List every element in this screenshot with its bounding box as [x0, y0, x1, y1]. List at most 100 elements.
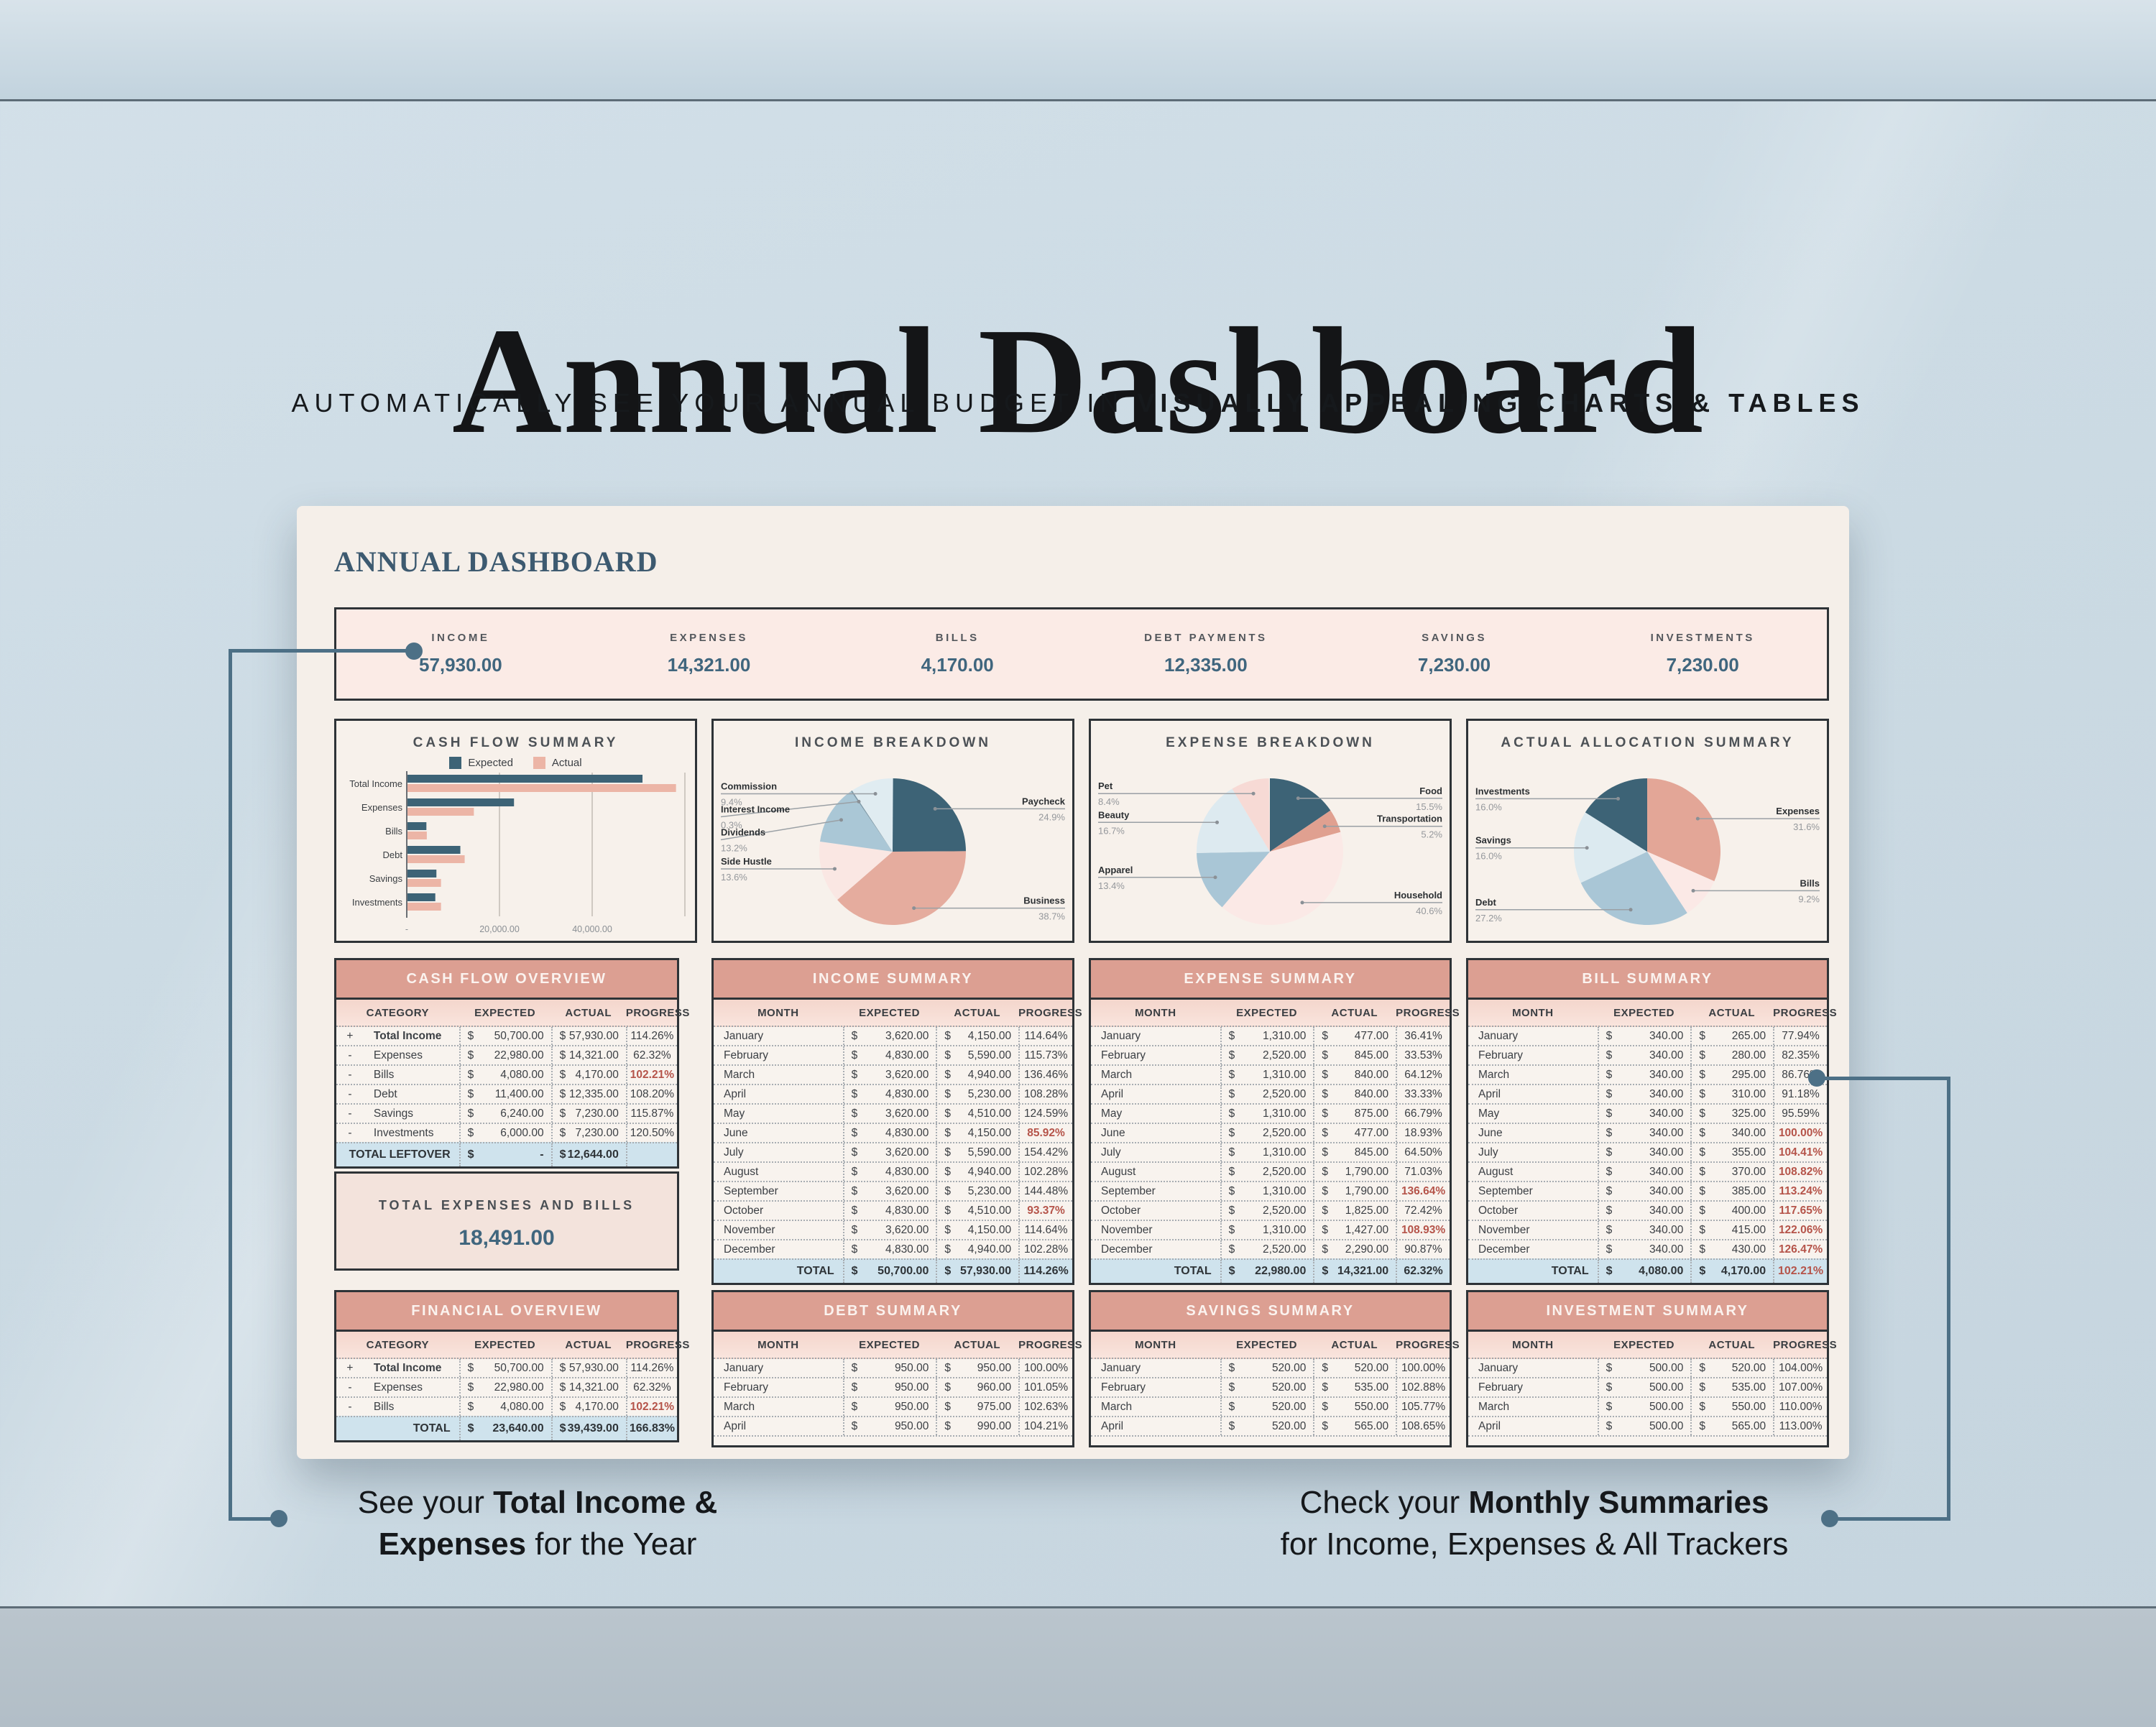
- pie-slice: [893, 778, 966, 852]
- pie-label: Transportation: [1377, 814, 1442, 824]
- table-total-row: TOTAL $22,980.00 $14,321.00 62.32%: [1091, 1258, 1450, 1283]
- table-row: - Expenses $22,980.00 $14,321.00 62.32%: [336, 1377, 677, 1396]
- table-row: September $340.00 $385.00 113.24%: [1468, 1181, 1827, 1200]
- metric-item: SAVINGS 7,230.00: [1330, 632, 1579, 676]
- metric-label: SAVINGS: [1422, 632, 1487, 644]
- income-summary-table: INCOME SUMMARY MONTH EXPECTED ACTUAL PROGRES…: [711, 958, 1082, 1285]
- table-row: September $1,310.00 $1,790.00 136.64%: [1091, 1181, 1450, 1200]
- bar-category-label: Total Income: [349, 778, 402, 789]
- debt-summary-table: DEBT SUMMARY MONTH EXPECTED ACTUAL PROGRESS J…: [711, 1290, 1082, 1447]
- metric-value: 4,170.00: [921, 654, 994, 676]
- table-row: February $500.00 $535.00 107.00%: [1468, 1377, 1827, 1396]
- metric-item: INVESTMENTS 7,230.00: [1578, 632, 1827, 676]
- table-row: April $950.00 $990.00 104.21%: [714, 1416, 1072, 1435]
- subtitle-normal: AUTOMATICALLY SEE YOUR ANNUAL BUDGET IN: [291, 388, 1138, 418]
- table-row: February $340.00 $280.00 82.35%: [1468, 1045, 1827, 1064]
- table-header: MONTH EXPECTED ACTUAL PROGRESS: [1091, 1000, 1460, 1027]
- table-row: October $340.00 $400.00 117.65%: [1468, 1200, 1827, 1220]
- pie-chart: Investments 16.0% Savings 16.0% Debt 27.2% Exp…: [1475, 778, 1820, 925]
- table-row: November $1,310.00 $1,427.00 108.93%: [1091, 1220, 1450, 1239]
- expense-summary-table: EXPENSE SUMMARY MONTH EXPECTED ACTUAL PROGRE…: [1089, 958, 1460, 1285]
- pie-slice: [1585, 778, 1647, 852]
- pie-percent: 40.6%: [1416, 906, 1442, 916]
- total-expenses-bills-value: 18,491.00: [459, 1226, 555, 1250]
- table-row: July $1,310.00 $845.00 64.50%: [1091, 1142, 1450, 1161]
- pie-chart: Pet 8.4% Beauty 16.7% Apparel 13.4% Food 15.5% T…: [1098, 778, 1442, 925]
- chart-title: INCOME BREAKDOWN: [795, 735, 991, 750]
- bar-expected: [407, 798, 515, 806]
- table-row: April $340.00 $310.00 91.18%: [1468, 1084, 1827, 1103]
- pie-percent: 5.2%: [1421, 829, 1442, 840]
- pie-percent: 27.2%: [1475, 913, 1502, 924]
- table-row: April $520.00 $565.00 108.65%: [1091, 1416, 1450, 1435]
- table-row: June $340.00 $340.00 100.00%: [1468, 1123, 1827, 1142]
- bill-summary-table: BILL SUMMARY MONTH EXPECTED ACTUAL PROGRESS J…: [1466, 958, 1837, 1285]
- bar-expected: [407, 870, 437, 878]
- table-row: October $2,520.00 $1,825.00 72.42%: [1091, 1200, 1450, 1220]
- bar-actual: [407, 903, 441, 911]
- connector-line: [1817, 1077, 1950, 1080]
- table-row: January $520.00 $520.00 100.00%: [1091, 1359, 1450, 1377]
- table-row: February $2,520.00 $845.00 33.53%: [1091, 1045, 1450, 1064]
- pie-slice: [1197, 852, 1270, 908]
- pie-label: Food: [1419, 786, 1442, 796]
- table-title: DEBT SUMMARY: [714, 1292, 1072, 1332]
- table-row: - Bills $4,080.00 $4,170.00 102.21%: [336, 1064, 677, 1084]
- bar-category-label: Bills: [385, 826, 402, 837]
- table-title: FINANCIAL OVERVIEW: [336, 1292, 677, 1332]
- table-row: March $950.00 $975.00 102.63%: [714, 1396, 1072, 1416]
- metric-item: BILLS 4,170.00: [833, 632, 1082, 676]
- legend-swatch: [533, 757, 545, 769]
- subtitle-bold: VISUALLY APPEALING CHARTS & TABLES: [1137, 388, 1865, 418]
- metric-label: DEBT PAYMENTS: [1144, 632, 1268, 644]
- x-tick-label: -: [405, 924, 408, 934]
- bar-expected: [407, 846, 461, 854]
- bar-actual: [407, 784, 676, 792]
- table-title: INVESTMENT SUMMARY: [1468, 1292, 1827, 1332]
- table-row: March $1,310.00 $840.00 64.12%: [1091, 1064, 1450, 1084]
- pie-label: Side Hustle: [721, 856, 772, 867]
- pie-slice: [851, 790, 893, 852]
- pie-percent: 9.2%: [1798, 893, 1820, 904]
- table-header: MONTH EXPECTED ACTUAL PROGRESS: [1091, 1332, 1460, 1359]
- x-tick-label: 40,000.00: [572, 924, 612, 934]
- table-row: January $500.00 $520.00 104.00%: [1468, 1359, 1827, 1377]
- expense-breakdown-chart: EXPENSE BREAKDOWN Pet 8.4% Beauty 16.7% Appa…: [1089, 719, 1452, 943]
- table-row: August $2,520.00 $1,790.00 71.03%: [1091, 1161, 1450, 1181]
- pie-slice: [1197, 788, 1270, 853]
- pie-label: Apparel: [1098, 865, 1133, 875]
- table-row: - Bills $4,080.00 $4,170.00 102.21%: [336, 1396, 677, 1416]
- financial-overview-table: FINANCIAL OVERVIEW CATEGORY EXPECTED ACTUAL…: [334, 1290, 689, 1442]
- table-row: - Savings $6,240.00 $7,230.00 115.87%: [336, 1103, 677, 1123]
- pie-percent: 16.7%: [1098, 825, 1125, 836]
- investment-summary-table: INVESTMENT SUMMARY MONTH EXPECTED ACTUAL PRO…: [1466, 1290, 1837, 1447]
- savings-summary-table: SAVINGS SUMMARY MONTH EXPECTED ACTUAL PROGRE…: [1089, 1290, 1460, 1447]
- pie-slice: [819, 841, 893, 900]
- pie-slice: [1222, 832, 1343, 925]
- bar-category-label: Expenses: [361, 802, 403, 813]
- table-row: + Total Income $50,700.00 $57,930.00 114.26%: [336, 1027, 677, 1045]
- pie-percent: 24.9%: [1038, 811, 1065, 822]
- table-header: MONTH EXPECTED ACTUAL PROGRESS: [714, 1000, 1082, 1027]
- table-row: August $340.00 $370.00 108.82%: [1468, 1161, 1827, 1181]
- pie-percent: 15.5%: [1416, 801, 1442, 812]
- table-total-row: TOTAL $4,080.00 $4,170.00 102.21%: [1468, 1258, 1827, 1283]
- table-title: INCOME SUMMARY: [714, 960, 1072, 1000]
- x-tick-label: 20,000.00: [479, 924, 520, 934]
- pie-percent: 13.6%: [721, 872, 747, 883]
- table-row: - Investments $6,000.00 $7,230.00 120.50%: [336, 1123, 677, 1142]
- pie-percent: 38.7%: [1038, 911, 1065, 922]
- table-total-row: TOTAL $23,640.00 $39,439.00 166.83%: [336, 1416, 677, 1440]
- pie-label: Savings: [1475, 835, 1511, 846]
- pie-label: Pet: [1098, 780, 1113, 791]
- metric-value: 12,335.00: [1164, 654, 1248, 676]
- table-row: March $340.00 $295.00 86.76%: [1468, 1064, 1827, 1084]
- pie-slice: [1270, 778, 1331, 852]
- table-row: October $4,830.00 $4,510.00 93.37%: [714, 1200, 1072, 1220]
- metric-value: 14,321.00: [667, 654, 751, 676]
- metric-label: EXPENSES: [670, 632, 748, 644]
- cash-flow-summary-chart: CASH FLOW SUMMARY Expected Actual Total In…: [334, 719, 697, 943]
- pie-label: Investments: [1475, 786, 1530, 796]
- pie-label: Business: [1023, 895, 1065, 906]
- pie-percent: 9.4%: [721, 796, 742, 807]
